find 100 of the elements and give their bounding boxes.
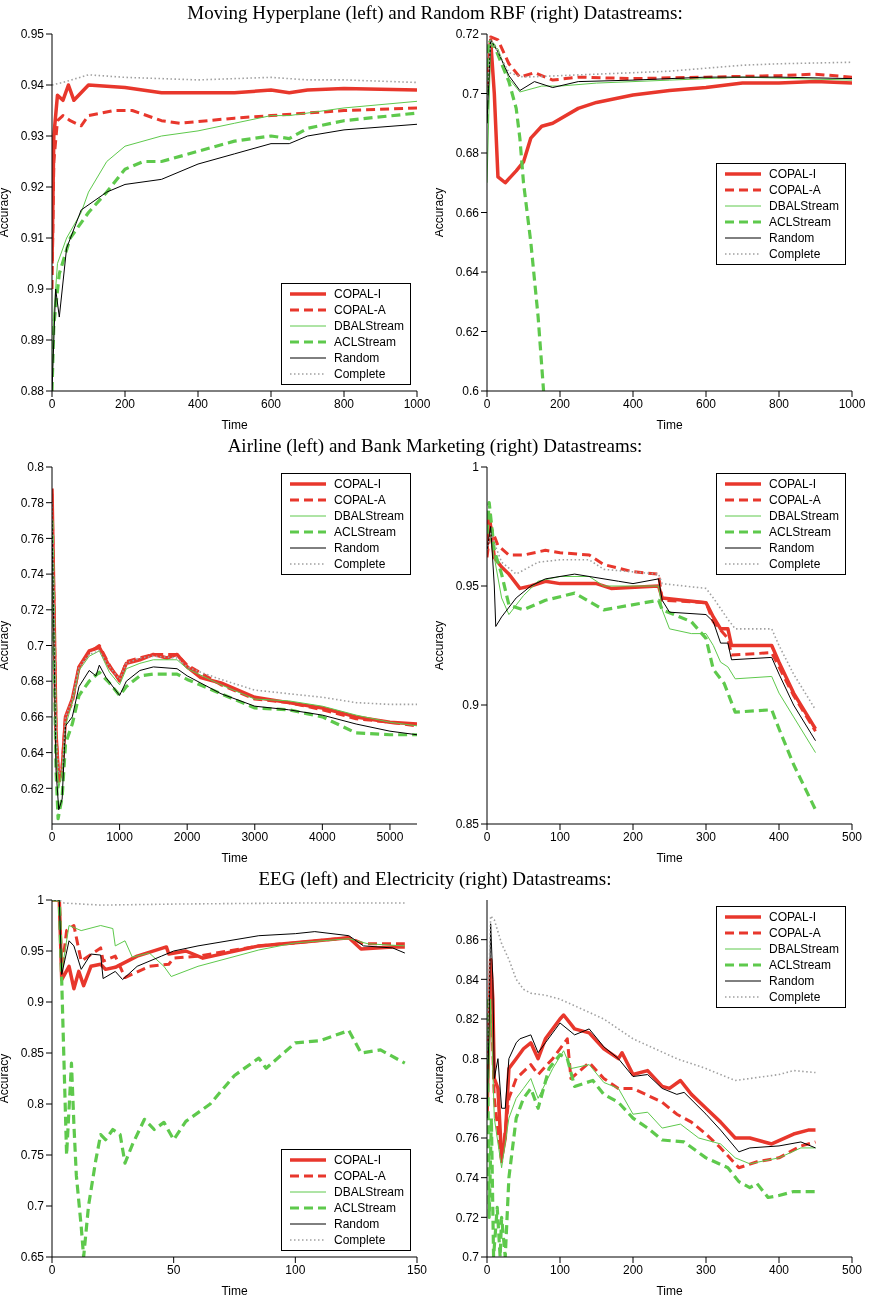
y-tick-label: 0.66 xyxy=(20,710,45,725)
x-tick-label: 150 xyxy=(406,1262,428,1277)
legend-label: ACLStream xyxy=(333,1201,396,1215)
legend-label: ACLStream xyxy=(333,525,396,539)
legend-label: Random xyxy=(768,974,815,988)
y-tick-label: 0.62 xyxy=(455,324,480,339)
y-tick-label: 0.68 xyxy=(455,146,480,161)
y-tick-label: 0.82 xyxy=(455,1012,480,1027)
legend-label: Random xyxy=(333,541,380,555)
legend-label: COPAL-I xyxy=(768,910,817,924)
y-tick-label: 0.78 xyxy=(20,495,45,510)
legend-label: Random xyxy=(768,230,815,245)
y-tick-label: 0.85 xyxy=(455,817,480,832)
x-axis-title: Time xyxy=(221,418,248,432)
y-tick-label: 0.72 xyxy=(20,603,45,618)
y-tick-label: 0.7 xyxy=(462,1250,480,1265)
x-tick-label: 50 xyxy=(166,1262,181,1277)
legend-label: DBALStream xyxy=(333,319,404,333)
legend-label: DBALStream xyxy=(768,509,839,523)
y-axis-title: Accuracy xyxy=(432,1053,447,1104)
y-tick-label: 0.78 xyxy=(455,1091,480,1106)
legend-label: COPAL-I xyxy=(333,1153,382,1167)
legend-label: ACLStream xyxy=(768,958,831,972)
y-tick-label: 0.88 xyxy=(20,384,45,399)
y-tick-label: 0.9 xyxy=(462,698,480,713)
x-tick-label: 0 xyxy=(48,829,56,844)
x-tick-label: 100 xyxy=(549,829,571,844)
x-tick-label: 300 xyxy=(695,1262,717,1277)
legend-label: DBALStream xyxy=(333,509,404,523)
y-tick-label: 0.76 xyxy=(20,531,45,546)
x-axis-title: Time xyxy=(656,1284,683,1298)
y-tick-label: 0.7 xyxy=(27,1199,45,1214)
x-tick-label: 100 xyxy=(549,1262,571,1277)
y-tick-label: 0.68 xyxy=(20,674,45,689)
x-tick-label: 800 xyxy=(768,396,790,411)
legend-label: Complete xyxy=(768,246,821,261)
y-tick-label: 0.9 xyxy=(27,995,45,1010)
y-tick-label: 0.8 xyxy=(27,1097,45,1112)
y-tick-label: 0.65 xyxy=(20,1250,45,1265)
y-axis-title: Accuracy xyxy=(0,620,12,671)
x-tick-label: 400 xyxy=(187,396,209,411)
legend-label: ACLStream xyxy=(768,214,831,229)
legend-label: COPAL-I xyxy=(768,166,817,181)
legend-label: Complete xyxy=(768,557,821,571)
y-tick-label: 0.64 xyxy=(455,265,480,280)
legend-label: COPAL-A xyxy=(333,1169,386,1183)
x-tick-label: 3000 xyxy=(241,829,269,844)
legend-label: Random xyxy=(333,1217,380,1231)
y-tick-label: 0.75 xyxy=(20,1148,45,1163)
y-tick-label: 0.94 xyxy=(20,78,45,93)
x-tick-label: 400 xyxy=(768,1262,790,1277)
y-tick-label: 0.62 xyxy=(20,781,45,796)
legend-label: Complete xyxy=(333,367,386,381)
y-tick-label: 0.8 xyxy=(27,460,45,475)
y-tick-label: 0.8 xyxy=(462,1051,480,1066)
y-axis-title: Accuracy xyxy=(432,620,447,671)
y-tick-label: 0.6 xyxy=(462,384,480,399)
x-tick-label: 0 xyxy=(483,1262,491,1277)
x-tick-label: 2000 xyxy=(173,829,201,844)
x-tick-label: 600 xyxy=(695,396,717,411)
y-tick-label: 0.95 xyxy=(20,944,45,959)
y-tick-label: 1 xyxy=(472,460,480,475)
y-axis-title: Accuracy xyxy=(0,1053,12,1104)
x-tick-label: 0 xyxy=(48,1262,56,1277)
y-tick-label: 0.95 xyxy=(455,579,480,594)
legend-label: COPAL-A xyxy=(768,926,821,940)
y-tick-label: 0.93 xyxy=(20,129,45,144)
x-tick-label: 200 xyxy=(114,396,136,411)
x-tick-label: 600 xyxy=(260,396,282,411)
x-tick-label: 400 xyxy=(622,396,644,411)
y-tick-label: 0.74 xyxy=(20,567,45,582)
x-tick-label: 500 xyxy=(841,1262,863,1277)
x-axis-title: Time xyxy=(221,1284,248,1298)
y-tick-label: 0.66 xyxy=(455,205,480,220)
y-tick-label: 0.95 xyxy=(20,27,45,42)
y-tick-label: 0.92 xyxy=(20,180,45,195)
y-tick-label: 0.74 xyxy=(455,1170,480,1185)
y-tick-label: 0.84 xyxy=(455,972,480,987)
legend-label: DBALStream xyxy=(768,198,839,213)
x-axis-title: Time xyxy=(221,851,248,865)
x-axis-title: Time xyxy=(656,418,683,432)
legend-label: COPAL-A xyxy=(768,493,821,507)
legend-label: ACLStream xyxy=(768,525,831,539)
x-tick-label: 800 xyxy=(333,396,355,411)
x-tick-label: 100 xyxy=(285,1262,306,1277)
y-tick-label: 0.72 xyxy=(455,1210,480,1225)
x-tick-label: 5000 xyxy=(376,829,404,844)
legend-label: Complete xyxy=(768,990,821,1004)
x-axis-title: Time xyxy=(656,851,683,865)
x-tick-label: 200 xyxy=(549,396,571,411)
chart-title: EEG (left) and Electricity (right) Datastreams: xyxy=(257,867,613,891)
legend-label: Random xyxy=(333,351,380,365)
x-tick-label: 1000 xyxy=(403,396,431,411)
y-axis-title: Accuracy xyxy=(0,187,12,238)
x-tick-label: 500 xyxy=(841,829,863,844)
x-tick-label: 1000 xyxy=(838,396,866,411)
legend-label: Complete xyxy=(333,1233,386,1247)
x-tick-label: 200 xyxy=(622,1262,644,1277)
y-tick-label: 0.85 xyxy=(20,1046,45,1061)
legend-label: DBALStream xyxy=(768,942,839,956)
